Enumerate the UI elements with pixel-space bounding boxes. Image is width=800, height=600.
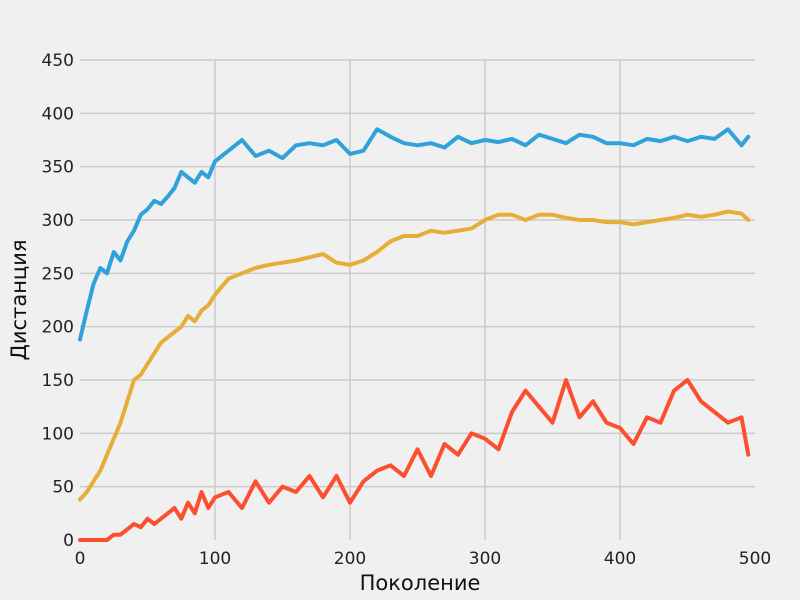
- y-tick-label: 350: [42, 158, 74, 178]
- x-tick-label: 100: [199, 549, 231, 569]
- x-tick-label: 500: [739, 549, 771, 569]
- y-tick-label: 50: [52, 478, 74, 498]
- series-line-2: [78, 209, 751, 502]
- series-layer: [78, 127, 751, 542]
- y-tick-label: 200: [42, 318, 74, 338]
- tick-labels: 0 100 200 300 400 500 0 50 100 150 200 250 300 350 400…: [42, 51, 772, 569]
- y-tick-label: 0: [63, 531, 74, 551]
- y-tick-label: 300: [42, 211, 74, 231]
- series-line-1: [78, 127, 751, 342]
- x-tick-label: 300: [469, 549, 501, 569]
- y-tick-label: 100: [42, 424, 74, 444]
- y-axis-label: Дистанция: [7, 239, 31, 360]
- y-tick-label: 450: [42, 51, 74, 71]
- x-tick-label: 400: [604, 549, 636, 569]
- x-tick-label: 0: [75, 549, 86, 569]
- y-tick-label: 400: [42, 104, 74, 124]
- y-tick-label: 250: [42, 264, 74, 284]
- grid: [80, 59, 755, 540]
- series-line-3: [78, 378, 751, 542]
- x-axis-label: Поколение: [360, 571, 481, 595]
- x-tick-label: 200: [334, 549, 366, 569]
- y-tick-label: 150: [42, 371, 74, 391]
